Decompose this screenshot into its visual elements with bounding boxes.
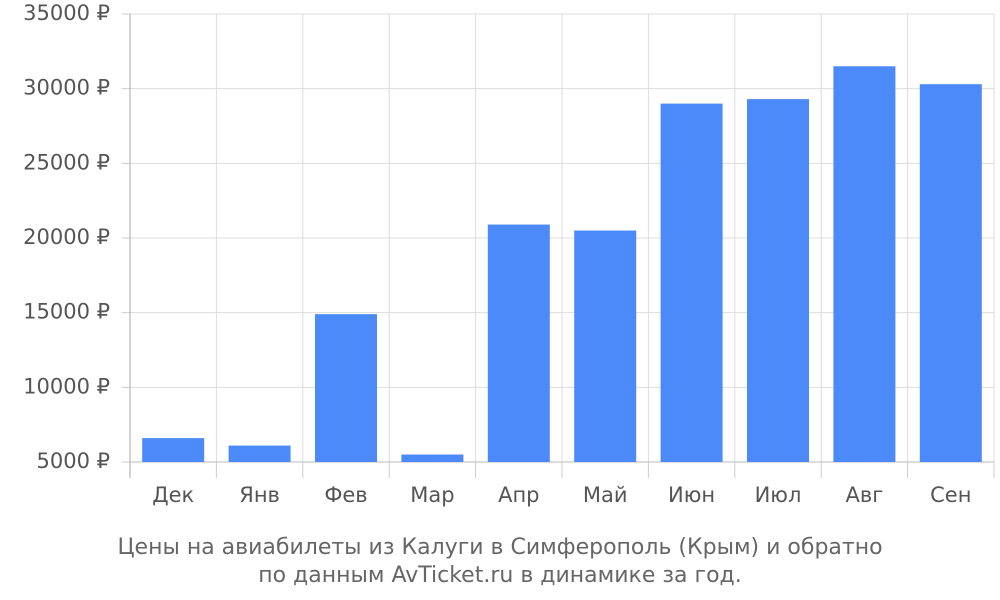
bar [574,230,637,462]
x-tick-label: Янв [239,483,280,507]
bar [747,99,809,463]
x-tick-label: Сен [930,483,971,507]
x-tick-label: Авг [846,483,884,507]
bar [142,438,205,462]
y-tick-label: 35000 ₽ [23,1,110,25]
bar [487,224,550,462]
x-tick-label: Мар [410,483,454,507]
bar [833,66,896,463]
x-tick-label: Июл [755,483,802,507]
caption-line: Цены на авиабилеты из Калуги в Симферопо… [117,535,882,560]
x-tick-label: Фев [324,483,367,507]
y-tick-label: 25000 ₽ [23,150,110,174]
bar [919,84,982,462]
x-tick-label: Май [583,483,628,507]
x-tick-label: Июн [668,483,715,507]
y-tick-label: 10000 ₽ [23,374,110,398]
bar [401,454,464,462]
y-tick-label: 5000 ₽ [37,449,110,473]
bar [660,103,723,462]
bar [315,314,377,462]
y-tick-label: 30000 ₽ [23,76,110,100]
bar [228,445,291,462]
caption-line: по данным AvTicket.ru в динамике за год. [258,563,742,588]
y-tick-label: 15000 ₽ [23,300,110,324]
x-tick-label: Апр [498,483,539,507]
y-tick-label: 20000 ₽ [23,225,110,249]
x-tick-label: Дек [152,483,194,507]
